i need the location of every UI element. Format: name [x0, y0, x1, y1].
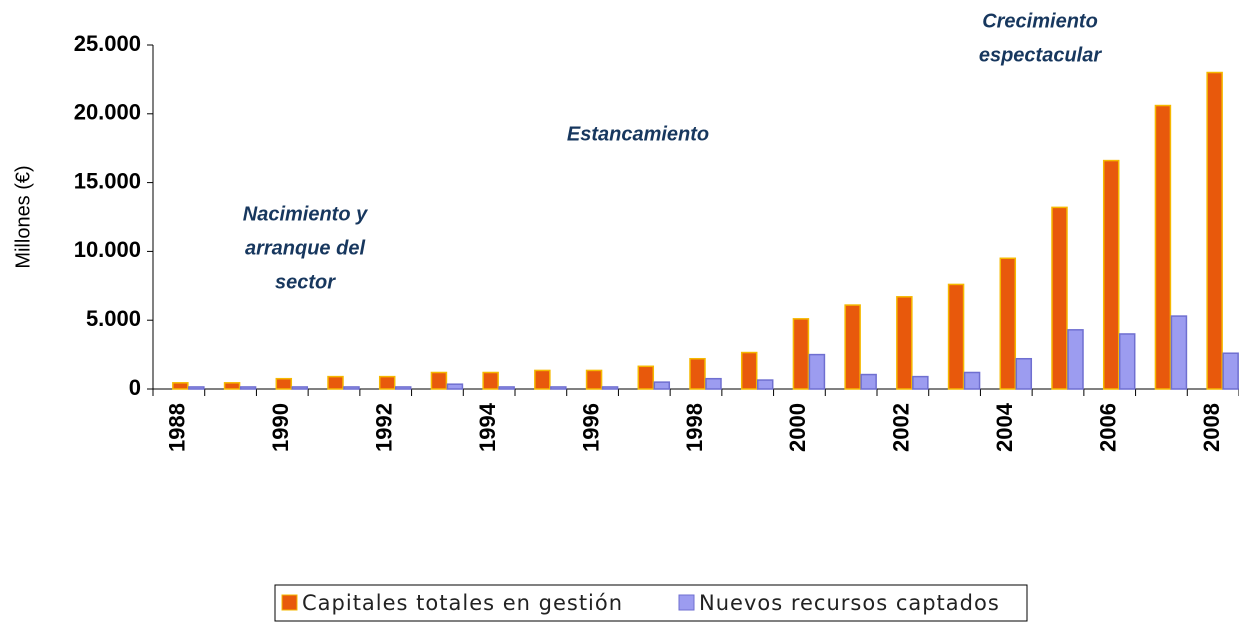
- bar: [637, 365, 655, 390]
- bar: [844, 304, 861, 390]
- bar: [550, 386, 567, 390]
- annotation: Crecimiento: [982, 10, 1098, 32]
- y-tick-label: 10.000: [74, 237, 141, 262]
- y-tick-label: 25.000: [74, 31, 141, 56]
- x-tick-label: 1996: [578, 403, 603, 452]
- bar: [1170, 315, 1188, 390]
- x-tick-label: 2008: [1199, 403, 1224, 452]
- annotation: sector: [275, 271, 336, 293]
- bar: [963, 371, 981, 390]
- bar: [1206, 71, 1223, 390]
- bar: [291, 386, 309, 390]
- x-tick-label: 2002: [889, 403, 914, 452]
- bar: [756, 379, 774, 390]
- x-tick-label: 1998: [682, 403, 707, 452]
- bar: [223, 382, 241, 390]
- bar: [808, 353, 826, 390]
- bar: [705, 377, 722, 390]
- y-tick-label: 15.000: [74, 168, 141, 193]
- y-tick-label: 0: [129, 375, 141, 400]
- x-tick-label: 1994: [475, 402, 500, 452]
- annotation: Nacimiento y: [243, 203, 368, 225]
- x-tick-label: 1988: [165, 403, 190, 452]
- bar: [1102, 159, 1120, 390]
- x-tick-label: 2004: [992, 402, 1017, 452]
- bar: [275, 377, 293, 390]
- bar: [860, 373, 877, 390]
- bar: [534, 369, 551, 390]
- bar: [689, 357, 706, 390]
- bar: [653, 381, 671, 390]
- annotation: arranque del: [245, 237, 365, 259]
- legend-label: Nuevos recursos captados: [699, 591, 1000, 615]
- x-tick-label: 1990: [268, 403, 293, 452]
- legend-swatch: [678, 594, 695, 611]
- bar: [446, 383, 464, 390]
- bar: [999, 257, 1017, 390]
- legend-label: Capitales totales en gestión: [302, 591, 623, 615]
- x-tick-label: 2000: [785, 403, 810, 452]
- bar: [430, 371, 448, 390]
- bar: [1154, 104, 1172, 390]
- bar: [740, 351, 758, 390]
- legend-box: [274, 584, 1028, 622]
- bar: [896, 296, 913, 390]
- bar: [343, 386, 360, 390]
- bar: [378, 375, 396, 390]
- bar: [912, 375, 929, 390]
- bar: [239, 386, 257, 390]
- bar: [947, 283, 965, 390]
- x-tick-label: 1992: [372, 403, 397, 452]
- bar: [172, 382, 189, 390]
- bar: [1118, 333, 1136, 390]
- bar: [188, 386, 205, 390]
- annotation: Estancamiento: [567, 123, 709, 145]
- y-tick-label: 20.000: [74, 100, 141, 125]
- bar: [482, 371, 499, 390]
- bar: [1015, 357, 1033, 390]
- bar: [394, 386, 412, 390]
- bar: [327, 375, 344, 390]
- bar: [585, 369, 603, 390]
- x-tick-label: 2006: [1096, 403, 1121, 452]
- bar: [498, 386, 515, 390]
- y-axis-label: Millones (€): [12, 165, 34, 268]
- legend-swatch: [281, 594, 298, 611]
- bar: [1222, 352, 1239, 390]
- y-tick-label: 5.000: [86, 306, 141, 331]
- bar: [1067, 329, 1084, 390]
- bar: [792, 318, 810, 390]
- annotation: espectacular: [979, 44, 1103, 66]
- bar: [601, 386, 619, 390]
- bar: [1051, 206, 1068, 390]
